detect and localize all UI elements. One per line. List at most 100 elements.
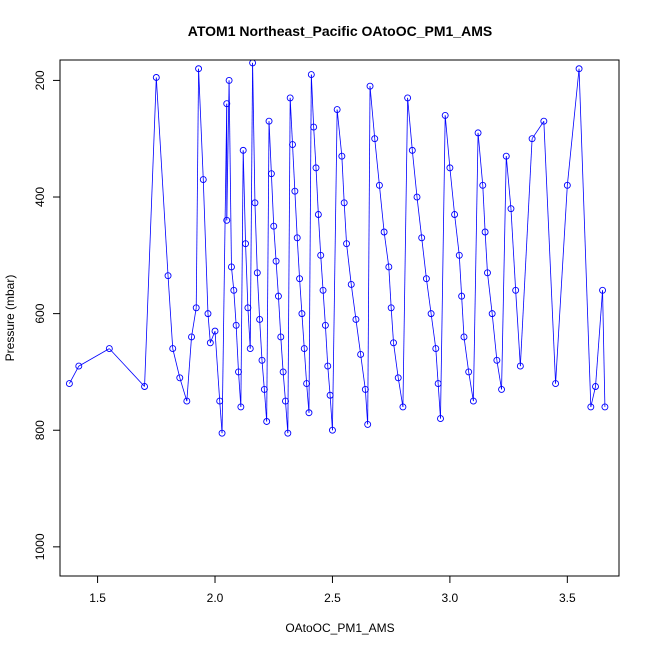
data-point [169,345,177,353]
series-line-segment [374,138,380,186]
data-point [587,403,595,411]
data-point [282,397,289,405]
series-line-segment [463,336,470,372]
series-line-segment [543,121,556,384]
data-point [270,222,278,230]
series-line-segment [505,156,512,209]
x-tick-label: 3.5 [559,591,576,605]
data-point [249,60,257,67]
series-line-segment [268,121,272,174]
data-point [563,181,571,189]
x-tick-label: 3.0 [442,591,459,605]
data-point [601,403,609,411]
data-point [458,292,466,300]
series-line-segment [233,290,237,326]
series-line-segment [195,68,199,308]
series-line-segment [186,336,192,402]
y-tick-label: 200 [33,70,47,90]
data-point [206,339,214,347]
data-point [512,286,520,294]
series-line-segment [285,401,289,434]
series-line-segment [454,214,460,256]
data-point [272,257,280,265]
data-point [286,94,294,102]
series-line-segment [270,173,275,227]
data-point [380,228,388,236]
data-point [493,356,501,364]
series-line-segment [369,86,376,139]
data-point [474,129,482,137]
data-point [366,82,374,90]
series-line-segment [379,185,385,233]
data-point [279,368,287,376]
data-point [188,333,195,341]
data-point [291,187,299,195]
series-line-segment [256,272,261,320]
data-point [422,275,430,283]
series-line-segment [235,325,239,372]
series-line-segment [388,266,392,308]
series-line-segment [350,284,357,320]
series-line-segment [263,389,268,422]
series-line-segment [437,383,441,419]
data-point [434,380,442,388]
series-line-segment [214,331,221,402]
series-line-segment [336,109,343,157]
data-point [298,310,306,318]
data-point [141,383,149,390]
series-line-segment [510,208,517,291]
series-line-segment [501,156,507,390]
series-line-segment [332,109,338,431]
series-line-segment [315,167,319,215]
series-line-segment [301,313,305,349]
series-line-segment [144,77,157,387]
data-point [352,316,360,323]
data-point [284,429,292,437]
series-line-segment [416,196,423,238]
series-line-segment [209,330,216,343]
data-point [361,385,369,393]
data-point [418,234,426,242]
data-point [218,429,226,437]
series-line-segment [266,121,270,422]
data-point [314,211,322,218]
data-point [312,164,320,172]
data-point [319,286,327,294]
series-line-segment [430,313,437,349]
data-point [274,292,282,300]
y-axis: 200 400 600 800 1000 [33,70,61,560]
data-point [300,345,308,353]
series-layer [65,60,609,437]
data-point [235,368,242,376]
series-line-segment [346,243,352,285]
series-line-segment [238,371,242,407]
data-point [164,272,172,280]
series-line-segment [282,371,286,402]
data-point [195,65,203,73]
series-line-segment [515,290,521,367]
data-point [484,269,491,277]
data-point [413,193,421,201]
data-point [65,380,73,388]
series-line-segment [191,307,197,338]
series-line-segment [287,97,291,434]
data-point [256,316,264,323]
data-point [303,380,311,388]
data-point [385,263,393,271]
data-point [441,111,449,119]
y-tick-label: 600 [33,303,47,323]
series-line-segment [343,202,347,244]
y-tick-label: 800 [33,420,47,440]
series-line-segment [317,214,322,256]
x-axis: 1.5 2.0 2.5 3.0 3.5 [89,575,576,605]
series-line-segment [308,74,312,413]
series-line-segment [477,132,484,186]
data-point [326,391,334,399]
data-point [321,321,329,329]
series-line-segment [484,231,488,273]
data-point [347,281,355,288]
series-line-segment [273,226,277,262]
series-line-segment [440,115,446,419]
series-line-segment [259,319,263,361]
x-axis-label: OAtoOC_PM1_AMS [285,621,394,635]
